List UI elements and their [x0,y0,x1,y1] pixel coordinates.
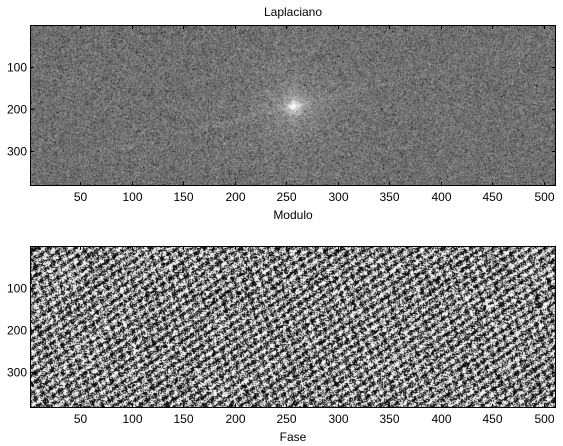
fase-xtick-label: 300 [328,412,348,426]
modulo-xtick-label: 400 [431,190,451,204]
fase-axes-box [30,246,556,408]
fase-image[interactable] [30,246,556,408]
modulo-xtick-label: 100 [122,190,142,204]
fase-ytick-label: 300 [7,366,27,380]
fase-xlabel: Fase [280,430,307,444]
fase-xtick-label: 500 [534,412,554,426]
modulo-xtick-label: 200 [225,190,245,204]
modulo-ytick-label: 100 [7,61,27,75]
modulo-ytick-label: 300 [7,145,27,159]
fase-xtick-label: 350 [379,412,399,426]
fase-xtick-label: 450 [482,412,502,426]
fase-xtick-label: 200 [225,412,245,426]
figure-title: Laplaciano [264,5,322,19]
modulo-xtick-label: 300 [328,190,348,204]
fase-panel: 50 100 150 200 250 300 350 400 450 500 100 200 300 F… [7,246,556,444]
modulo-xlabel: Modulo [273,208,313,222]
modulo-xtick-label: 150 [173,190,193,204]
modulo-xtick-label: 350 [379,190,399,204]
modulo-ytick-label: 200 [7,103,27,117]
modulo-ticks: 50 100 150 200 250 300 350 400 450 500 100 200 300 [7,25,556,204]
fase-xtick-label: 50 [74,412,88,426]
modulo-xtick-label: 450 [482,190,502,204]
fase-xtick-label: 400 [431,412,451,426]
fase-xtick-label: 100 [122,412,142,426]
modulo-axes-box [30,25,556,186]
fase-ticks: 50 100 150 200 250 300 350 400 450 500 100 200 300 [7,246,556,426]
fase-xtick-label: 150 [173,412,193,426]
fase-ytick-label: 100 [7,282,27,296]
modulo-xtick-label: 250 [276,190,296,204]
fase-xtick-label: 250 [276,412,296,426]
modulo-panel: 50 100 150 200 250 300 350 400 450 500 100 200 300 M… [7,25,556,222]
modulo-xtick-label: 500 [534,190,554,204]
modulo-image[interactable] [30,25,556,186]
fase-ytick-label: 200 [7,324,27,338]
modulo-xtick-label: 50 [74,190,88,204]
